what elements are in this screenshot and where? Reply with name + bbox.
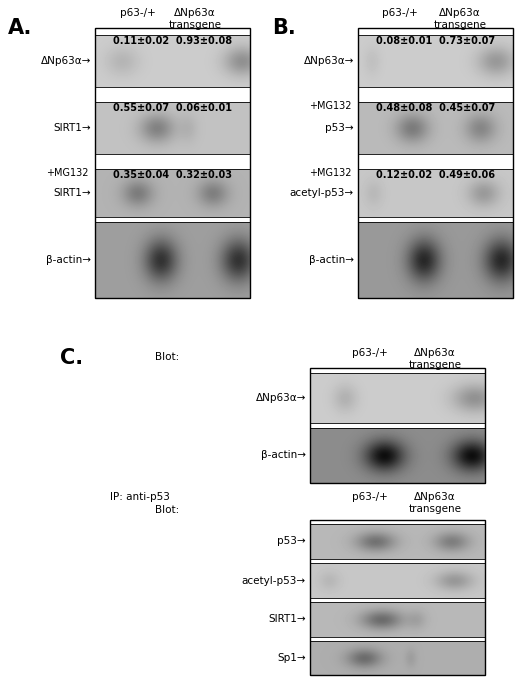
Text: A.: A.: [8, 18, 32, 38]
Text: p53→: p53→: [325, 123, 354, 133]
Text: C.: C.: [60, 348, 83, 368]
Text: +MG132: +MG132: [46, 168, 89, 178]
Text: 0.08±0.01  0.73±0.07: 0.08±0.01 0.73±0.07: [376, 36, 495, 46]
Bar: [310, 520, 485, 675]
Bar: [358, 102, 513, 154]
Text: 0.55±0.07  0.06±0.01: 0.55±0.07 0.06±0.01: [113, 103, 232, 113]
Text: SIRT1→: SIRT1→: [268, 614, 306, 624]
Text: p63-/+: p63-/+: [352, 492, 388, 502]
Bar: [310, 563, 485, 598]
Bar: [95, 222, 250, 298]
Bar: [310, 368, 485, 483]
Text: 0.48±0.08  0.45±0.07: 0.48±0.08 0.45±0.07: [376, 103, 495, 113]
Text: Blot:: Blot:: [155, 352, 179, 362]
Text: p63-/+: p63-/+: [382, 8, 418, 18]
Text: B.: B.: [272, 18, 296, 38]
Text: 0.11±0.02  0.93±0.08: 0.11±0.02 0.93±0.08: [113, 36, 232, 46]
Text: IP: anti-p53: IP: anti-p53: [110, 492, 170, 502]
Text: ΔNp63α→: ΔNp63α→: [256, 393, 306, 403]
Text: ΔNp63α
transgene: ΔNp63α transgene: [409, 492, 461, 514]
Bar: [358, 35, 513, 87]
Text: β-actin→: β-actin→: [46, 255, 91, 265]
Text: acetyl-p53→: acetyl-p53→: [242, 576, 306, 586]
Bar: [358, 28, 513, 298]
Text: ΔNp63α→: ΔNp63α→: [41, 56, 91, 66]
Text: p63-/+: p63-/+: [120, 8, 156, 18]
Bar: [310, 602, 485, 637]
Text: 0.35±0.04  0.32±0.03: 0.35±0.04 0.32±0.03: [113, 170, 232, 180]
Text: SIRT1→: SIRT1→: [53, 188, 91, 198]
Text: β-actin→: β-actin→: [309, 255, 354, 265]
Text: β-actin→: β-actin→: [261, 450, 306, 460]
Text: p63-/+: p63-/+: [352, 348, 388, 358]
Text: ΔNp63α
transgene: ΔNp63α transgene: [168, 8, 222, 30]
Bar: [310, 524, 485, 559]
Text: acetyl-p53→: acetyl-p53→: [290, 188, 354, 198]
Bar: [95, 169, 250, 217]
Bar: [358, 222, 513, 298]
Bar: [310, 641, 485, 675]
Bar: [310, 373, 485, 423]
Text: 0.12±0.02  0.49±0.06: 0.12±0.02 0.49±0.06: [376, 170, 495, 180]
Text: Blot:: Blot:: [155, 505, 179, 515]
Bar: [310, 428, 485, 483]
Bar: [95, 35, 250, 87]
Text: ΔNp63α
transgene: ΔNp63α transgene: [409, 348, 461, 370]
Text: Sp1→: Sp1→: [277, 653, 306, 663]
Text: +MG132: +MG132: [309, 168, 352, 178]
Text: SIRT1→: SIRT1→: [53, 123, 91, 133]
Text: ΔNp63α→: ΔNp63α→: [304, 56, 354, 66]
Text: ΔNp63α
transgene: ΔNp63α transgene: [433, 8, 486, 30]
Bar: [358, 169, 513, 217]
Bar: [95, 28, 250, 298]
Bar: [95, 102, 250, 154]
Text: p53→: p53→: [277, 536, 306, 546]
Text: +MG132: +MG132: [309, 101, 352, 111]
